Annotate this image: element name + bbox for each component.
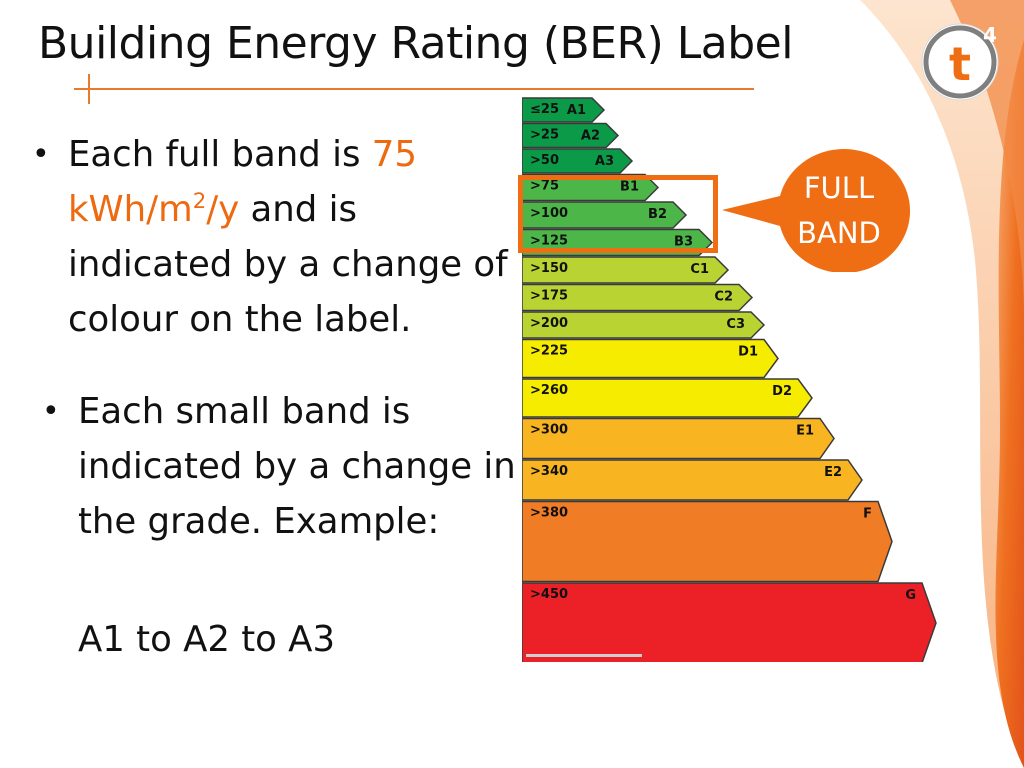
title-underline bbox=[74, 88, 754, 90]
slide-title: Building Energy Rating (BER) Label bbox=[38, 18, 793, 69]
ber-band-c2: >175 C2 bbox=[522, 283, 754, 312]
ber-band-threshold: >100 bbox=[530, 206, 568, 221]
ber-band-arrow bbox=[522, 148, 634, 174]
ber-band-threshold: >175 bbox=[530, 289, 568, 304]
ber-band-threshold: >260 bbox=[530, 383, 568, 398]
ber-band-grade: C1 bbox=[690, 262, 709, 277]
bullet-dot: • bbox=[32, 137, 50, 172]
ber-band-grade: E1 bbox=[796, 424, 814, 439]
ber-band-threshold: ≤25 bbox=[530, 102, 559, 117]
callout-line-2: BAND bbox=[797, 216, 881, 250]
ber-band-grade: D2 bbox=[772, 384, 792, 399]
ber-band-threshold: >225 bbox=[530, 344, 568, 359]
full-band-highlight-box bbox=[518, 175, 718, 253]
ber-band-grade: A1 bbox=[567, 103, 586, 118]
callout-line-1: FULL bbox=[803, 171, 875, 205]
ber-band-threshold: >380 bbox=[530, 506, 568, 521]
ber-band-arrow bbox=[522, 417, 835, 460]
ber-band-arrow bbox=[522, 201, 688, 229]
ber-band-arrow bbox=[522, 283, 754, 312]
ber-band-threshold: >50 bbox=[530, 153, 559, 168]
ber-band-a2: >25 A2 bbox=[522, 122, 620, 149]
bullet-full-band: • Each full band is 75 kWh/m2/y and is in… bbox=[32, 127, 518, 347]
full-band-callout bbox=[722, 149, 910, 272]
ber-band-grade: E2 bbox=[824, 465, 842, 480]
t4-logo: t 4 bbox=[921, 23, 999, 101]
ber-band-grade: A3 bbox=[595, 154, 614, 169]
ber-band-b1: >75 B1 bbox=[522, 173, 660, 202]
title-tick-mark bbox=[88, 74, 90, 104]
ber-band-a3: >50 A3 bbox=[522, 148, 634, 174]
logo-superscript: 4 bbox=[983, 23, 997, 47]
ber-band-arrow bbox=[522, 338, 779, 379]
ber-band-threshold: >150 bbox=[530, 261, 568, 276]
ber-band-c3: >200 C3 bbox=[522, 311, 766, 339]
ber-band-f: >380 F bbox=[522, 500, 893, 583]
ber-band-threshold: >300 bbox=[530, 423, 568, 438]
ber-band-arrow bbox=[522, 97, 606, 123]
bullet-text-before: Each full band is bbox=[68, 134, 372, 175]
logo-letter: t bbox=[949, 37, 971, 91]
ber-band-grade: B3 bbox=[674, 235, 693, 250]
ber-band-arrow bbox=[522, 311, 766, 339]
ber-band-grade: B1 bbox=[620, 180, 639, 195]
label-footnote-line bbox=[526, 654, 642, 657]
ber-band-arrow bbox=[522, 173, 660, 202]
ber-band-arrow bbox=[522, 256, 730, 284]
ber-band-threshold: >75 bbox=[530, 179, 559, 194]
ber-band-grade: F bbox=[863, 507, 872, 522]
bullet-text-after: and is indicated by a change of colour o… bbox=[68, 189, 508, 340]
ber-band-grade: B2 bbox=[648, 207, 667, 222]
callout-label: FULL BAND bbox=[774, 166, 904, 256]
ber-band-d2: >260 D2 bbox=[522, 378, 813, 418]
ber-band-arrow bbox=[522, 459, 863, 501]
ber-band-a1: ≤25 A1 bbox=[522, 97, 606, 123]
ber-band-threshold: >340 bbox=[530, 464, 568, 479]
ber-band-threshold: >450 bbox=[530, 587, 568, 602]
highlight-value: 75 kWh/m2/y bbox=[68, 134, 417, 230]
ber-band-arrow bbox=[522, 122, 620, 149]
ber-band-g: >450 G bbox=[522, 582, 937, 662]
bullet-small-band: • Each small band is indicated by a chan… bbox=[42, 384, 518, 549]
ber-band-d1: >225 D1 bbox=[522, 338, 779, 379]
ber-band-threshold: >25 bbox=[530, 128, 559, 143]
ber-band-grade: D1 bbox=[738, 345, 758, 360]
bullet-text: Each small band is indicated by a change… bbox=[78, 391, 516, 542]
ber-band-grade: A2 bbox=[581, 129, 600, 144]
ber-band-arrow bbox=[522, 582, 937, 662]
ber-band-arrow bbox=[522, 500, 893, 583]
ber-band-e2: >340 E2 bbox=[522, 459, 863, 501]
ber-band-threshold: >125 bbox=[530, 234, 568, 249]
ber-band-grade: C3 bbox=[726, 317, 745, 332]
ber-band-grade: G bbox=[905, 588, 916, 603]
ber-band-grade: C2 bbox=[714, 290, 733, 305]
ber-band-arrow bbox=[522, 378, 813, 418]
bullet-dot: • bbox=[42, 394, 60, 429]
ber-band-b2: >100 B2 bbox=[522, 201, 688, 229]
ber-band-threshold: >200 bbox=[530, 316, 568, 331]
ber-label-chart: ≤25 A1>25 A2>50 A3>75 B1>100 B2>125 B3>150 C1>1… bbox=[522, 97, 937, 662]
ber-band-e1: >300 E1 bbox=[522, 417, 835, 460]
example-grades: A1 to A2 to A3 bbox=[78, 619, 336, 660]
ber-band-c1: >150 C1 bbox=[522, 256, 730, 284]
